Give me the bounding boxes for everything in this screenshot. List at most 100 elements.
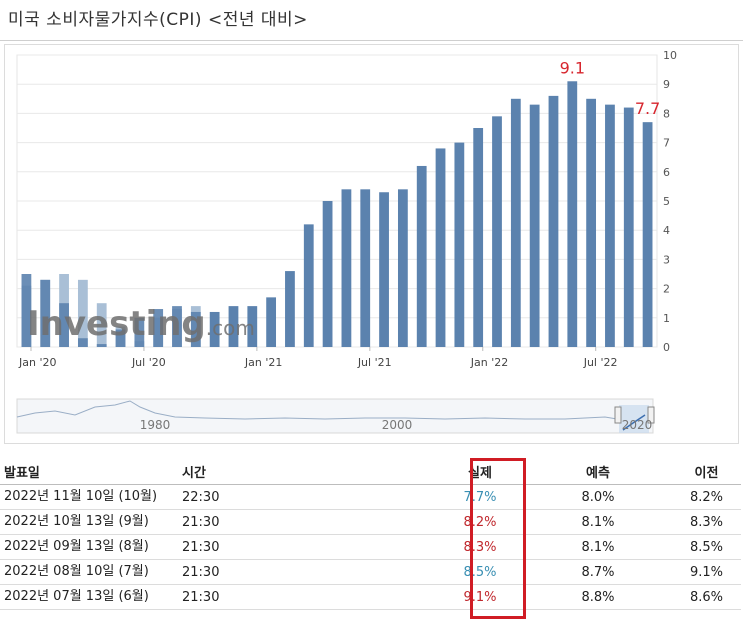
cpi-bar[interactable] <box>303 224 314 347</box>
history-bar <box>96 303 107 347</box>
release-table: 발표일 시간 실제 예측 이전 2022년 11월 10일 (10월) 22:30… <box>0 458 741 610</box>
data-bars <box>21 81 653 347</box>
navigator-label-2000: 2000 <box>382 418 413 432</box>
header-actual[interactable]: 실제 <box>436 458 524 485</box>
watermark-brand: Investing <box>27 304 206 344</box>
peak-annotations: 9.1 7.7 <box>560 58 661 118</box>
cell-actual: 8.3% <box>436 534 524 560</box>
y-axis-ticks: 0 1 2 3 4 5 6 7 8 9 10 <box>663 49 677 354</box>
y-tick-label: 1 <box>663 312 670 325</box>
cell-previous: 8.6% <box>672 584 741 610</box>
x-axis-ticks: Jan '20 Jul '20 Jan '21 Jul '21 Jan '22 Jul '… <box>18 347 618 369</box>
cpi-bar[interactable] <box>642 122 653 347</box>
y-tick-label: 4 <box>663 224 670 237</box>
cpi-bar[interactable] <box>379 192 389 347</box>
cell-time: 21:30 <box>178 584 436 610</box>
cell-date: 2022년 10월 13일 (9월) <box>0 509 178 535</box>
table-row: 2022년 07월 13일 (6월) 21:30 9.1% 8.8% 8.6% <box>0 584 741 610</box>
cpi-bar[interactable] <box>623 107 634 347</box>
cpi-bar[interactable] <box>77 338 88 347</box>
cpi-bar[interactable] <box>190 311 201 347</box>
cpi-bar[interactable] <box>172 306 182 347</box>
cpi-bar[interactable] <box>397 189 408 347</box>
cell-actual: 7.7% <box>436 484 524 510</box>
cpi-bar[interactable] <box>473 128 484 347</box>
y-tick-label: 9 <box>663 78 670 91</box>
cell-date: 2022년 11월 10일 (10월) <box>0 484 178 510</box>
cpi-bar[interactable] <box>454 142 465 347</box>
table-row: 2022년 11월 10일 (10월) 22:30 7.7% 8.0% 8.2% <box>0 484 741 510</box>
cell-time: 21:30 <box>178 534 436 560</box>
cell-time: 21:30 <box>178 509 436 535</box>
navigator-left-handle[interactable] <box>614 406 622 424</box>
cell-time: 22:30 <box>178 484 436 510</box>
cell-forecast: 8.1% <box>524 534 672 560</box>
cpi-bar[interactable] <box>360 189 371 347</box>
header-forecast[interactable]: 예측 <box>524 458 672 485</box>
cell-actual: 8.5% <box>436 559 524 585</box>
cpi-bar[interactable] <box>529 104 540 347</box>
y-tick-label: 7 <box>663 137 670 150</box>
cell-previous: 8.3% <box>672 509 741 535</box>
cell-actual: 9.1% <box>436 584 524 610</box>
header-previous[interactable]: 이전 <box>672 458 741 485</box>
cell-previous: 9.1% <box>672 559 741 585</box>
cpi-bar[interactable] <box>209 311 220 347</box>
navigator-right-handle[interactable] <box>647 406 655 424</box>
cpi-bar[interactable] <box>21 274 32 347</box>
table-header-row: 발표일 시간 실제 예측 이전 <box>0 458 741 485</box>
cpi-bar[interactable] <box>115 329 126 347</box>
cpi-bar[interactable] <box>567 81 578 347</box>
x-tick-label: Jan '21 <box>244 356 282 369</box>
navigator-selection[interactable] <box>619 405 649 433</box>
peak-label: 7.7 <box>635 99 660 118</box>
x-tick-label: Jan '20 <box>18 356 56 369</box>
cpi-bar-chart: 0 1 2 3 4 5 6 7 8 9 10 Jan '20 Jul '20 Jan '21 Jul '2… <box>16 49 677 434</box>
x-tick-label: Jul '22 <box>583 356 618 369</box>
y-tick-label: 0 <box>663 341 670 354</box>
range-navigator[interactable]: 1980 2000 2020 <box>16 398 655 434</box>
cpi-bar[interactable] <box>285 271 295 347</box>
x-tick-label: Jul '20 <box>131 356 166 369</box>
cell-previous: 8.5% <box>672 534 741 560</box>
cpi-bar[interactable] <box>586 98 597 347</box>
cpi-bar[interactable] <box>228 306 239 347</box>
cpi-bar[interactable] <box>322 201 333 347</box>
cell-previous: 8.2% <box>672 484 741 510</box>
cell-actual: 8.2% <box>436 509 524 535</box>
y-tick-label: 6 <box>663 166 670 179</box>
y-tick-label: 10 <box>663 49 677 62</box>
cell-forecast: 8.0% <box>524 484 672 510</box>
cpi-bar[interactable] <box>134 317 145 347</box>
cpi-bar[interactable] <box>247 306 258 347</box>
cpi-bar[interactable] <box>96 344 107 347</box>
cell-date: 2022년 08월 10일 (7월) <box>0 559 178 585</box>
y-tick-label: 5 <box>663 195 670 208</box>
cpi-bar[interactable] <box>266 297 277 347</box>
x-tick-label: Jul '21 <box>357 356 392 369</box>
cell-date: 2022년 07월 13일 (6월) <box>0 584 178 610</box>
cpi-bar[interactable] <box>435 148 446 347</box>
cpi-bar[interactable] <box>605 104 615 347</box>
cell-forecast: 8.7% <box>524 559 672 585</box>
navigator-track <box>16 398 654 434</box>
cell-date: 2022년 09월 13일 (8월) <box>0 534 178 560</box>
table-row: 2022년 10월 13일 (9월) 21:30 8.2% 8.1% 8.3% <box>0 509 741 535</box>
header-date[interactable]: 발표일 <box>0 458 178 485</box>
history-bar <box>77 279 88 347</box>
table-row: 2022년 08월 10일 (7월) 21:30 8.5% 8.7% 9.1% <box>0 559 741 585</box>
cpi-bar[interactable] <box>40 279 51 347</box>
title-divider <box>0 40 743 41</box>
cpi-bar[interactable] <box>548 95 559 347</box>
chart-panel: 0 1 2 3 4 5 6 7 8 9 10 Jan '20 Jul '20 Jan '21 Jul '2… <box>4 44 739 444</box>
peak-label: 9.1 <box>560 58 585 77</box>
header-time[interactable]: 시간 <box>178 458 436 485</box>
cpi-bar[interactable] <box>416 165 427 347</box>
cpi-bar[interactable] <box>341 189 352 347</box>
cpi-bar[interactable] <box>153 309 164 347</box>
cpi-bar[interactable] <box>510 98 521 347</box>
navigator-history-line <box>16 400 618 420</box>
cpi-bar[interactable] <box>59 303 69 347</box>
y-tick-label: 8 <box>663 107 670 120</box>
cpi-bar[interactable] <box>492 116 502 347</box>
